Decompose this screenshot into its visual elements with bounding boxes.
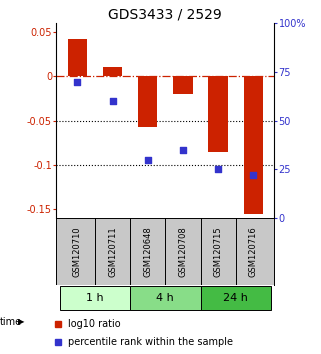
- Point: [75, 79, 80, 84]
- Bar: [244, 76, 263, 214]
- Text: 4 h: 4 h: [156, 292, 174, 303]
- Text: log10 ratio: log10 ratio: [68, 319, 121, 329]
- Bar: [173, 76, 193, 94]
- Text: 24 h: 24 h: [223, 292, 248, 303]
- Bar: [201, 286, 271, 309]
- Bar: [138, 76, 157, 127]
- Text: GSM120711: GSM120711: [108, 226, 117, 277]
- Text: GSM120648: GSM120648: [143, 226, 152, 277]
- Bar: [60, 286, 130, 309]
- Point: [251, 172, 256, 178]
- Title: GDS3433 / 2529: GDS3433 / 2529: [108, 8, 222, 22]
- Bar: [130, 286, 201, 309]
- Bar: [68, 39, 87, 76]
- Point: [110, 98, 115, 104]
- Text: GSM120708: GSM120708: [178, 226, 187, 277]
- Point: [180, 147, 186, 153]
- Text: GSM120716: GSM120716: [249, 226, 258, 277]
- Point: [145, 157, 150, 162]
- Text: GSM120715: GSM120715: [213, 226, 223, 277]
- Bar: [208, 76, 228, 152]
- Text: time: time: [0, 317, 22, 327]
- Point: [216, 166, 221, 172]
- Text: ▶: ▶: [18, 318, 24, 326]
- Text: percentile rank within the sample: percentile rank within the sample: [68, 337, 233, 347]
- Text: 1 h: 1 h: [86, 292, 104, 303]
- Text: GSM120710: GSM120710: [73, 226, 82, 277]
- Bar: [103, 67, 122, 76]
